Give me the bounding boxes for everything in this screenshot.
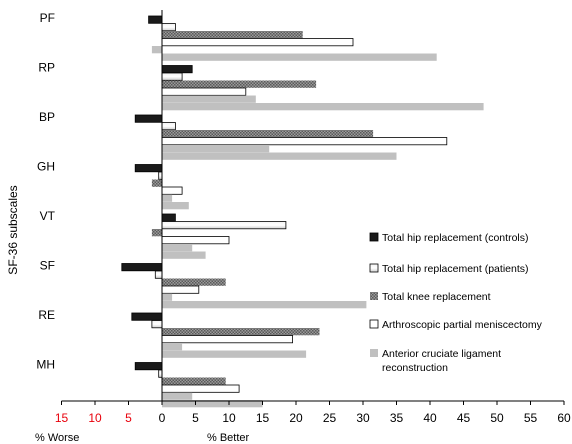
bar-gh-series-3 (151, 179, 162, 187)
x-tick-label: 10 (222, 411, 236, 425)
bar-re-series-1 (131, 312, 163, 321)
category-label-pf: PF (40, 11, 55, 25)
x-tick-label: 40 (423, 411, 437, 425)
category-label-rp: RP (38, 61, 55, 75)
bar-rp-series-3 (162, 80, 317, 88)
category-label-mh: MH (36, 358, 55, 372)
bar-re-series-6 (162, 350, 307, 358)
x-tick-label: 55 (524, 411, 538, 425)
x-tick-label: 15 (55, 411, 69, 425)
category-label-gh: GH (37, 160, 55, 174)
bar-bp-series-4 (161, 137, 448, 146)
bar-vt-series-3 (151, 229, 162, 237)
bar-mh-series-6 (162, 400, 263, 408)
x-tick-label: 50 (490, 411, 504, 425)
category-labels-group: PF RP BP GH VT SF RE MH (36, 11, 55, 372)
x-tick-label: 20 (289, 411, 303, 425)
x-tick-label: 5 (192, 411, 199, 425)
bar-re-series-2 (151, 320, 163, 329)
bar-vt-series-4 (161, 236, 230, 245)
bar-vt-series-6 (162, 251, 206, 259)
x-tick-label: 30 (356, 411, 370, 425)
x-axis-label-worse: % Worse (35, 432, 79, 444)
legend-swatch-4 (369, 319, 379, 329)
x-tick-label: 25 (323, 411, 337, 425)
bar-gh-series-1 (134, 164, 163, 173)
bar-pf-series-2 (161, 23, 176, 32)
bar-mh-series-3 (162, 377, 226, 385)
x-ticks-group: 15 10 5 0 5 10 15 20 25 30 35 40 45 50 55 60 (55, 401, 571, 425)
legend-swatch-1 (369, 232, 379, 242)
legend-label-3: Total knee replacement (382, 291, 491, 303)
bar-re-series-3 (162, 328, 320, 336)
bar-sf-series-4 (161, 285, 200, 294)
bar-sf-series-5 (162, 293, 173, 301)
x-tick-label: 15 (256, 411, 270, 425)
bar-sf-series-3 (162, 278, 226, 286)
y-axis-title: SF-36 subscales (6, 185, 20, 274)
bar-pf-series-6 (162, 53, 437, 61)
bar-rp-series-4 (161, 87, 247, 96)
bar-rp-series-2 (161, 72, 183, 81)
bar-bp-series-2 (161, 122, 176, 131)
bar-bp-series-3 (162, 130, 374, 138)
x-tick-label: 10 (88, 411, 102, 425)
x-axis-label-better: % Better (207, 432, 250, 444)
bar-bp-series-1 (134, 114, 163, 123)
x-tick-label: 35 (390, 411, 404, 425)
bar-vt-series-2 (161, 221, 287, 230)
bar-pf-series-5 (151, 46, 162, 54)
category-label-sf: SF (40, 259, 55, 273)
legend: Total hip replacement (controls) Total hi… (369, 232, 543, 374)
legend-label-5: reconstruction (382, 362, 448, 374)
bar-pf-series-4 (161, 38, 354, 47)
legend-label-2: Total hip replacement (patients) (382, 263, 529, 275)
bar-sf-series-6 (162, 301, 367, 309)
legend-label-5: Anterior cruciate ligament (382, 348, 501, 360)
bars-group (121, 15, 484, 408)
bar-vt-series-5 (162, 244, 193, 252)
bar-mh-series-5 (162, 392, 193, 400)
bar-re-series-5 (162, 343, 183, 351)
bar-rp-series-1 (161, 65, 193, 74)
bar-re-series-4 (161, 335, 294, 344)
bar-gh-series-4 (161, 186, 183, 195)
x-tick-label: 45 (457, 411, 471, 425)
bar-mh-series-1 (134, 362, 163, 371)
x-tick-label: 60 (557, 411, 571, 425)
bar-rp-series-5 (162, 95, 256, 103)
legend-swatch-5 (370, 349, 378, 357)
bar-rp-series-6 (162, 103, 484, 111)
legend-swatch-2 (369, 263, 379, 273)
category-label-re: RE (38, 308, 55, 322)
bar-vt-series-1 (161, 213, 176, 222)
bar-bp-series-6 (162, 152, 397, 160)
bar-pf-series-1 (148, 15, 163, 24)
legend-swatch-3 (370, 292, 378, 300)
bar-gh-series-5 (162, 194, 173, 202)
x-tick-label: 0 (159, 411, 166, 425)
category-label-vt: VT (40, 209, 56, 223)
category-label-bp: BP (39, 110, 55, 124)
bar-sf-series-2 (154, 270, 163, 279)
bar-sf-series-1 (121, 263, 163, 272)
bar-mh-series-4 (161, 384, 240, 393)
legend-label-1: Total hip replacement (controls) (382, 232, 528, 244)
bar-pf-series-3 (162, 31, 303, 39)
bar-bp-series-5 (162, 145, 270, 153)
bar-gh-series-6 (162, 202, 189, 210)
x-tick-label: 5 (125, 411, 132, 425)
legend-label-4: Arthroscopic partial meniscectomy (382, 319, 543, 331)
